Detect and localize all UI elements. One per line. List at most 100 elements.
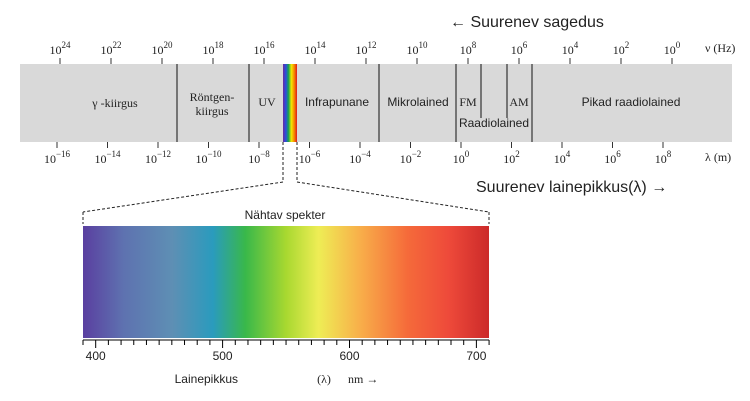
power-label: 106 xyxy=(511,40,528,57)
power-base: 10 xyxy=(356,43,368,57)
power-label: 1016 xyxy=(254,40,276,57)
power-base: 10 xyxy=(655,152,667,166)
band-label: FM xyxy=(459,95,477,109)
power-label: 102 xyxy=(503,149,520,166)
power-base: 10 xyxy=(101,43,113,57)
power-exponent: 6 xyxy=(616,149,621,159)
power-base: 10 xyxy=(299,152,311,166)
power-base: 10 xyxy=(562,43,574,57)
power-base: 10 xyxy=(554,152,566,166)
band-label: Röntgen- xyxy=(190,90,235,104)
power-label: 1024 xyxy=(50,40,72,57)
power-exponent: 8 xyxy=(667,149,672,159)
nm-tick-label: 700 xyxy=(466,349,486,363)
power-exponent: 12 xyxy=(368,40,377,50)
power-exponent: 4 xyxy=(566,149,571,159)
visible-title: Nähtav spekter xyxy=(245,208,326,222)
power-base: 10 xyxy=(604,152,616,166)
power-label: 108 xyxy=(460,40,477,57)
power-label: 1020 xyxy=(152,40,174,57)
power-base: 10 xyxy=(152,43,164,57)
spectrum-band xyxy=(20,64,732,142)
power-label: 10−2 xyxy=(400,149,422,166)
power-base: 10 xyxy=(195,152,207,166)
power-base: 10 xyxy=(503,152,515,166)
power-label: 100 xyxy=(453,149,470,166)
power-label: 10−8 xyxy=(248,149,270,166)
power-exponent: 22 xyxy=(113,40,122,50)
power-label: 10−10 xyxy=(195,149,222,166)
power-label: 104 xyxy=(562,40,579,57)
band-label: γ -kiirgus xyxy=(91,96,138,110)
axis-unit: nm → xyxy=(348,372,378,386)
power-base: 10 xyxy=(453,152,465,166)
power-exponent: 20 xyxy=(164,40,174,50)
power-base: 10 xyxy=(407,43,419,57)
visible-spectrum xyxy=(83,226,489,338)
power-label: 10−16 xyxy=(44,149,71,166)
band-label: Infrapunane xyxy=(305,95,369,109)
power-label: 104 xyxy=(554,149,571,166)
frequency-note: ← Suurenev sagedus xyxy=(450,14,604,31)
power-exponent: −2 xyxy=(412,149,422,159)
power-exponent: 0 xyxy=(465,149,470,159)
power-base: 10 xyxy=(460,43,472,57)
power-exponent: −8 xyxy=(260,149,270,159)
band-label: kiirgus xyxy=(195,104,228,118)
power-exponent: 14 xyxy=(317,40,327,50)
power-label: 102 xyxy=(613,40,630,57)
power-base: 10 xyxy=(305,43,317,57)
power-base: 10 xyxy=(400,152,412,166)
power-exponent: −6 xyxy=(311,149,321,159)
power-label: 1022 xyxy=(101,40,122,57)
power-base: 10 xyxy=(511,43,523,57)
power-base: 10 xyxy=(254,43,266,57)
axis-label: Lainepikkus xyxy=(175,372,238,386)
power-exponent: 8 xyxy=(472,40,477,50)
power-base: 10 xyxy=(145,152,157,166)
power-label: 1012 xyxy=(356,40,377,57)
power-exponent: 2 xyxy=(515,149,520,159)
nm-tick-label: 400 xyxy=(86,349,106,363)
power-base: 10 xyxy=(203,43,215,57)
power-exponent: 18 xyxy=(215,40,225,50)
band-label: Raadiolained xyxy=(459,116,529,130)
wavelength-unit: λ (m) xyxy=(705,150,731,164)
power-label: 108 xyxy=(655,149,672,166)
band-label: AM xyxy=(509,95,529,109)
power-exponent: 24 xyxy=(62,40,72,50)
power-exponent: −12 xyxy=(157,149,171,159)
nm-tick-label: 500 xyxy=(213,349,233,363)
power-label: 106 xyxy=(604,149,621,166)
power-exponent: 0 xyxy=(676,40,681,50)
band-label: Pikad raadiolained xyxy=(582,95,681,109)
power-exponent: −4 xyxy=(361,149,371,159)
power-exponent: 6 xyxy=(523,40,528,50)
band-label: UV xyxy=(258,95,276,109)
power-exponent: −14 xyxy=(106,149,121,159)
power-base: 10 xyxy=(50,43,62,57)
power-base: 10 xyxy=(248,152,260,166)
power-exponent: 16 xyxy=(266,40,276,50)
power-label: 10−14 xyxy=(94,149,121,166)
axis-symbol: (λ) xyxy=(317,372,331,386)
band-dividers xyxy=(176,64,533,142)
power-base: 10 xyxy=(94,152,106,166)
power-label: 10−12 xyxy=(145,149,171,166)
nm-tick-label: 600 xyxy=(339,349,359,363)
zoom-lines xyxy=(82,142,490,224)
power-exponent: −10 xyxy=(207,149,222,159)
wavelength-note: Suurenev lainepikkus(λ) → xyxy=(476,179,667,196)
power-label: 10−4 xyxy=(349,149,371,166)
power-label: 1014 xyxy=(305,40,327,57)
power-label: 10−6 xyxy=(299,149,321,166)
frequency-unit: ν (Hz) xyxy=(705,41,735,55)
power-label: 100 xyxy=(664,40,681,57)
power-exponent: 4 xyxy=(574,40,579,50)
power-label: 1010 xyxy=(407,40,429,57)
power-base: 10 xyxy=(349,152,361,166)
power-exponent: −16 xyxy=(56,149,71,159)
power-base: 10 xyxy=(613,43,625,57)
power-base: 10 xyxy=(664,43,676,57)
